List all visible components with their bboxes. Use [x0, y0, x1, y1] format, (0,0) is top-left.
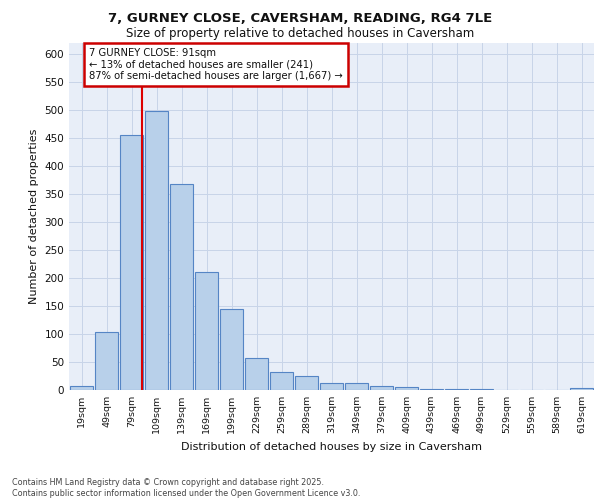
Text: 7, GURNEY CLOSE, CAVERSHAM, READING, RG4 7LE: 7, GURNEY CLOSE, CAVERSHAM, READING, RG4…	[108, 12, 492, 24]
Bar	[320, 382, 343, 390]
Bar	[269, 372, 293, 390]
Bar	[70, 386, 94, 390]
Bar	[194, 272, 218, 390]
Text: Contains HM Land Registry data © Crown copyright and database right 2025.
Contai: Contains HM Land Registry data © Crown c…	[12, 478, 361, 498]
Bar	[419, 389, 443, 390]
Bar	[295, 376, 319, 390]
Bar	[569, 388, 593, 390]
Bar	[344, 384, 368, 390]
Text: Size of property relative to detached houses in Caversham: Size of property relative to detached ho…	[126, 28, 474, 40]
X-axis label: Distribution of detached houses by size in Caversham: Distribution of detached houses by size …	[181, 442, 482, 452]
Bar	[119, 135, 143, 390]
Bar	[95, 332, 118, 390]
Bar	[220, 308, 244, 390]
Bar	[245, 358, 268, 390]
Bar	[395, 387, 418, 390]
Bar	[370, 386, 394, 390]
Bar	[170, 184, 193, 390]
Text: 7 GURNEY CLOSE: 91sqm
← 13% of detached houses are smaller (241)
87% of semi-det: 7 GURNEY CLOSE: 91sqm ← 13% of detached …	[89, 48, 343, 82]
Bar	[145, 111, 169, 390]
Y-axis label: Number of detached properties: Number of detached properties	[29, 128, 39, 304]
